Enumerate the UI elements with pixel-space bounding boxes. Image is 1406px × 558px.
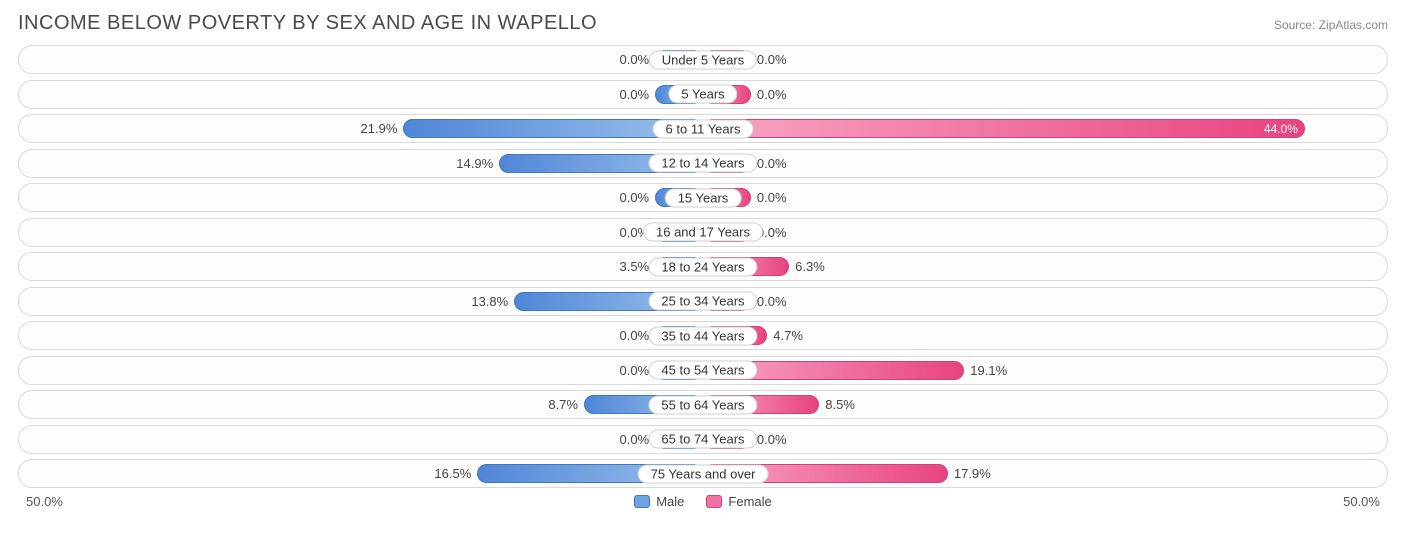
category-label: 25 to 34 Years	[648, 292, 757, 311]
male-value-label: 16.5%	[434, 466, 471, 481]
female-value-label: 19.1%	[970, 363, 1007, 378]
chart-row: 0.0% 0.0% 5 Years	[18, 80, 1388, 109]
female-value-label: 8.5%	[825, 397, 855, 412]
female-value-label: 0.0%	[757, 87, 787, 102]
male-value-label: 0.0%	[619, 328, 649, 343]
category-label: 35 to 44 Years	[648, 326, 757, 345]
male-value-label: 3.5%	[619, 259, 649, 274]
female-value-label: 6.3%	[795, 259, 825, 274]
chart-header: INCOME BELOW POVERTY BY SEX AND AGE IN W…	[18, 12, 1388, 35]
chart-row: 0.0%0.0%16 and 17 Years	[18, 218, 1388, 247]
male-value-label: 0.0%	[619, 190, 649, 205]
chart-row: 0.0% 0.0%Under 5 Years	[18, 45, 1388, 74]
chart-row: 13.8% 0.0%25 to 34 Years	[18, 287, 1388, 316]
chart-row: 0.0% 0.0%65 to 74 Years	[18, 425, 1388, 454]
chart-row: 8.7% 8.5% 55 to 64 Years	[18, 390, 1388, 419]
category-label: 55 to 64 Years	[648, 395, 757, 414]
legend-item-female: Female	[706, 494, 771, 509]
female-bar: 44.0%	[703, 119, 1305, 138]
male-value-label: 0.0%	[619, 363, 649, 378]
category-label: 65 to 74 Years	[648, 430, 757, 449]
legend-male-label: Male	[656, 494, 684, 509]
male-value-label: 0.0%	[619, 87, 649, 102]
male-value-label: 14.9%	[456, 156, 493, 171]
male-swatch-icon	[634, 495, 650, 508]
category-label: 16 and 17 Years	[643, 223, 763, 242]
legend-female-label: Female	[728, 494, 771, 509]
male-value-label: 0.0%	[619, 52, 649, 67]
axis-right-label: 50.0%	[1343, 494, 1380, 509]
diverging-bar-chart: 0.0%0.0%Under 5 Years0.0%0.0%5 Years21.9…	[18, 45, 1388, 488]
female-value-label: 0.0%	[757, 156, 787, 171]
chart-source: Source: ZipAtlas.com	[1274, 18, 1388, 32]
category-label: 5 Years	[668, 85, 737, 104]
legend-item-male: Male	[634, 494, 684, 509]
chart-row: 0.0% 19.1% 45 to 54 Years	[18, 356, 1388, 385]
male-value-label: 8.7%	[548, 397, 578, 412]
female-value-label: 0.0%	[757, 432, 787, 447]
chart-row: 16.5% 17.9% 75 Years and over	[18, 459, 1388, 488]
axis-left-label: 50.0%	[26, 494, 63, 509]
chart-row: 0.0% 0.0% 15 Years	[18, 183, 1388, 212]
female-value-label: 0.0%	[757, 52, 787, 67]
male-value-label: 0.0%	[619, 432, 649, 447]
category-label: 6 to 11 Years	[653, 119, 754, 138]
female-value-label: 44.0%	[1264, 122, 1298, 136]
chart-row: 3.5% 6.3% 18 to 24 Years	[18, 252, 1388, 281]
female-value-label: 0.0%	[757, 190, 787, 205]
legend: Male Female	[634, 494, 772, 509]
category-label: 75 Years and over	[638, 464, 769, 483]
male-value-label: 21.9%	[361, 121, 398, 136]
male-value-label: 13.8%	[471, 294, 508, 309]
chart-row: 14.9% 0.0%12 to 14 Years	[18, 149, 1388, 178]
female-value-label: 0.0%	[757, 294, 787, 309]
female-swatch-icon	[706, 495, 722, 508]
category-label: 12 to 14 Years	[648, 154, 757, 173]
female-value-label: 17.9%	[954, 466, 991, 481]
axis-legend-row: 50.0% Male Female 50.0%	[18, 494, 1388, 509]
chart-title: INCOME BELOW POVERTY BY SEX AND AGE IN W…	[18, 12, 597, 35]
category-label: 15 Years	[665, 188, 742, 207]
female-value-label: 4.7%	[773, 328, 803, 343]
category-label: Under 5 Years	[649, 50, 757, 69]
category-label: 45 to 54 Years	[648, 361, 757, 380]
category-label: 18 to 24 Years	[648, 257, 757, 276]
chart-row: 0.0% 4.7% 35 to 44 Years	[18, 321, 1388, 350]
chart-row: 21.9% 44.0% 6 to 11 Years	[18, 114, 1388, 143]
